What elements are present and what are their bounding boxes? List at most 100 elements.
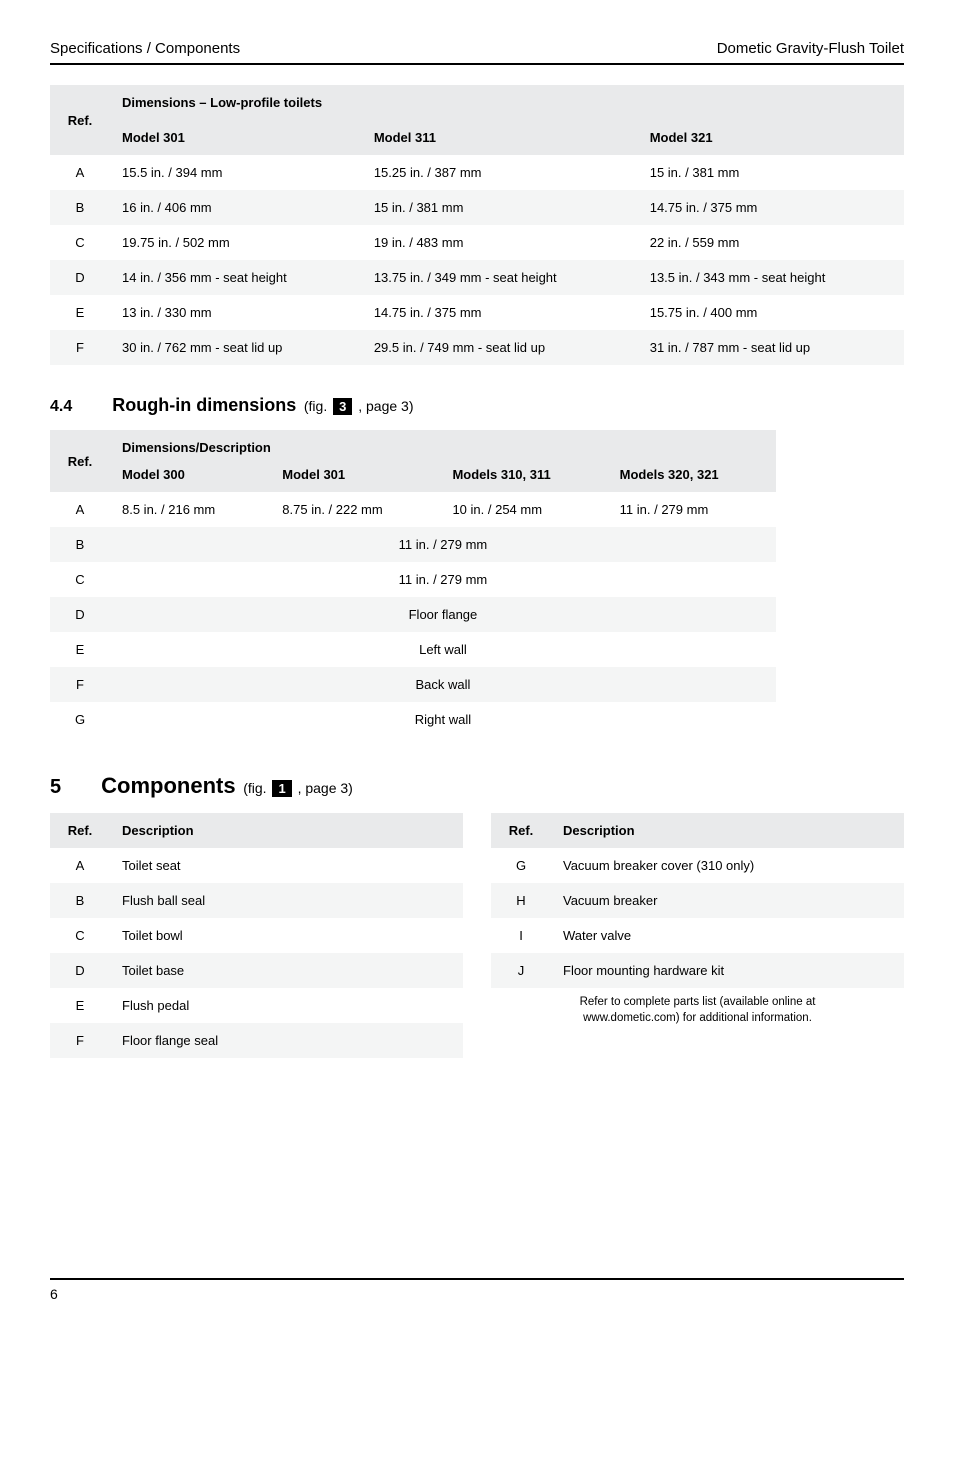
dimensions-header: Dimensions – Low-profile toilets — [110, 85, 904, 120]
ref-cell: E — [50, 632, 110, 667]
desc-cell: Water valve — [551, 918, 904, 953]
fig-ref: (fig. 3 , page 3) — [304, 398, 414, 414]
data-cell: 11 in. / 279 mm — [110, 527, 776, 562]
section-title: Rough-in dimensions — [112, 395, 296, 415]
col-models-310-311: Models 310, 311 — [440, 457, 607, 492]
data-cell: 13.75 in. / 349 mm - seat height — [362, 260, 638, 295]
desc-cell: Toilet bowl — [110, 918, 463, 953]
data-cell: 11 in. / 279 mm — [608, 492, 776, 527]
ref-cell: A — [50, 492, 110, 527]
data-cell: 13 in. / 330 mm — [110, 295, 362, 330]
data-cell: 30 in. / 762 mm - seat lid up — [110, 330, 362, 365]
data-cell: Back wall — [110, 667, 776, 702]
data-cell: 15.25 in. / 387 mm — [362, 155, 638, 190]
table-row: CToilet bowl — [50, 918, 463, 953]
data-cell: 14.75 in. / 375 mm — [638, 190, 904, 225]
data-cell: Right wall — [110, 702, 776, 737]
page-header: Specifications / Components Dometic Grav… — [50, 40, 904, 65]
data-cell: 15 in. / 381 mm — [362, 190, 638, 225]
data-cell: 14 in. / 356 mm - seat height — [110, 260, 362, 295]
ref-cell: I — [491, 918, 551, 953]
desc-header: Description — [551, 813, 904, 848]
data-cell: 15 in. / 381 mm — [638, 155, 904, 190]
data-cell: 8.5 in. / 216 mm — [110, 492, 270, 527]
ref-cell: A — [50, 848, 110, 883]
desc-cell: Floor mounting hardware kit — [551, 953, 904, 988]
data-cell: 15.75 in. / 400 mm — [638, 295, 904, 330]
desc-cell: Flush ball seal — [110, 883, 463, 918]
table-row: DToilet base — [50, 953, 463, 988]
data-cell: Floor flange — [110, 597, 776, 632]
data-cell: 11 in. / 279 mm — [110, 562, 776, 597]
desc-header: Description — [110, 813, 463, 848]
data-cell: 29.5 in. / 749 mm - seat lid up — [362, 330, 638, 365]
ref-cell: G — [491, 848, 551, 883]
rough-in-table: Ref. Dimensions/Description Model 300 Mo… — [50, 430, 776, 737]
desc-cell: Toilet seat — [110, 848, 463, 883]
table-row: GVacuum breaker cover (310 only) — [491, 848, 904, 883]
ref-header: Ref. — [50, 430, 110, 492]
data-cell: 10 in. / 254 mm — [440, 492, 607, 527]
ref-cell: G — [50, 702, 110, 737]
fig-ref: (fig. 1 , page 3) — [243, 780, 353, 796]
table-row: DFloor flange — [50, 597, 776, 632]
data-cell: 13.5 in. / 343 mm - seat height — [638, 260, 904, 295]
ref-cell: B — [50, 190, 110, 225]
col-model-311: Model 311 — [362, 120, 638, 155]
section-5-heading: 5 Components (fig. 1 , page 3) — [50, 773, 904, 799]
ref-header: Ref. — [50, 813, 110, 848]
desc-cell: Vacuum breaker cover (310 only) — [551, 848, 904, 883]
data-cell: 22 in. / 559 mm — [638, 225, 904, 260]
section-title: Components — [101, 773, 235, 798]
ref-cell: F — [50, 1023, 110, 1058]
desc-cell: Vacuum breaker — [551, 883, 904, 918]
ref-cell: H — [491, 883, 551, 918]
table-row: F30 in. / 762 mm - seat lid up29.5 in. /… — [50, 330, 904, 365]
col-model-301: Model 301 — [110, 120, 362, 155]
fig-badge-1: 1 — [272, 780, 291, 797]
components-columns: Ref. Description AToilet seatBFlush ball… — [50, 813, 904, 1058]
low-profile-table: Ref. Dimensions – Low-profile toilets Mo… — [50, 85, 904, 365]
data-cell: 14.75 in. / 375 mm — [362, 295, 638, 330]
table-row: FBack wall — [50, 667, 776, 702]
table-row: A15.5 in. / 394 mm15.25 in. / 387 mm15 i… — [50, 155, 904, 190]
table-row: GRight wall — [50, 702, 776, 737]
table-row: FFloor flange seal — [50, 1023, 463, 1058]
data-cell: 16 in. / 406 mm — [110, 190, 362, 225]
data-cell: Left wall — [110, 632, 776, 667]
data-cell: 15.5 in. / 394 mm — [110, 155, 362, 190]
table-row: E13 in. / 330 mm14.75 in. / 375 mm15.75 … — [50, 295, 904, 330]
table-row: B11 in. / 279 mm — [50, 527, 776, 562]
data-cell: 8.75 in. / 222 mm — [270, 492, 440, 527]
desc-cell: Toilet base — [110, 953, 463, 988]
table-row: BFlush ball seal — [50, 883, 463, 918]
parts-note: Refer to complete parts list (available … — [491, 994, 904, 1026]
col-model-300: Model 300 — [110, 457, 270, 492]
desc-cell: Floor flange seal — [110, 1023, 463, 1058]
table-row: B16 in. / 406 mm15 in. / 381 mm14.75 in.… — [50, 190, 904, 225]
ref-cell: C — [50, 562, 110, 597]
data-cell: 19.75 in. / 502 mm — [110, 225, 362, 260]
table-row: JFloor mounting hardware kit — [491, 953, 904, 988]
header-left: Specifications / Components — [50, 40, 240, 57]
fig-badge-3: 3 — [333, 398, 352, 415]
ref-cell: D — [50, 953, 110, 988]
ref-cell: D — [50, 597, 110, 632]
components-right-table: Ref. Description GVacuum breaker cover (… — [491, 813, 904, 988]
table-row: C11 in. / 279 mm — [50, 562, 776, 597]
table-row: A8.5 in. / 216 mm8.75 in. / 222 mm10 in.… — [50, 492, 776, 527]
ref-cell: B — [50, 883, 110, 918]
ref-cell: A — [50, 155, 110, 190]
ref-cell: F — [50, 330, 110, 365]
table-row: C19.75 in. / 502 mm19 in. / 483 mm22 in.… — [50, 225, 904, 260]
data-cell: 31 in. / 787 mm - seat lid up — [638, 330, 904, 365]
ref-cell: J — [491, 953, 551, 988]
ref-cell: E — [50, 988, 110, 1023]
table-row: EFlush pedal — [50, 988, 463, 1023]
section-num: 5 — [50, 776, 61, 799]
table-row: IWater valve — [491, 918, 904, 953]
col-model-321: Model 321 — [638, 120, 904, 155]
ref-cell: C — [50, 918, 110, 953]
page-footer: 6 — [50, 1278, 904, 1302]
col-model-301: Model 301 — [270, 457, 440, 492]
